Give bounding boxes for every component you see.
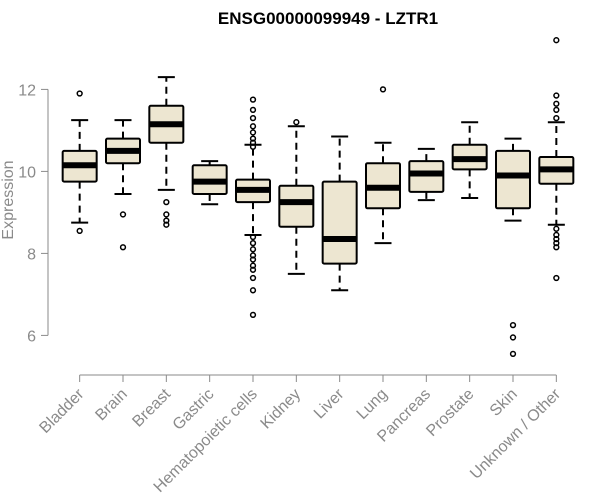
outlier-point: [249, 274, 257, 282]
iqr-box: [278, 184, 315, 228]
outlier-point: [249, 106, 257, 114]
outlier-point: [76, 90, 83, 97]
outlier-point: [553, 274, 560, 282]
box-prostate: [451, 121, 488, 200]
box-breast: [148, 76, 185, 228]
box-skin: [495, 137, 531, 358]
x-tick-label: Skin: [487, 386, 521, 420]
outlier-point: [553, 244, 560, 251]
boxes-group: [61, 37, 575, 358]
box-pancreas: [408, 147, 445, 202]
x-tick-label: Liver: [311, 385, 348, 422]
outlier-point: [119, 211, 127, 218]
box-hematopoietic-cells: [235, 96, 271, 319]
x-tick-label: Bladder: [36, 385, 87, 436]
outlier-point: [249, 287, 257, 294]
outlier-point: [249, 266, 257, 273]
outlier-point: [249, 114, 257, 122]
outlier-point: [249, 233, 257, 241]
y-tick-label: 10: [18, 164, 36, 181]
y-tick-label: 12: [18, 82, 36, 99]
y-tick-label: 8: [27, 246, 36, 263]
iqr-box: [321, 180, 358, 265]
x-tick-label: Breast: [129, 385, 174, 430]
x-tick-label: Kidney: [258, 386, 305, 433]
box-liver: [321, 135, 358, 292]
x-tick-label: Prostate: [423, 386, 477, 440]
outlier-point: [249, 96, 257, 103]
outlier-point: [553, 225, 560, 232]
chart-title: ENSG00000099949 - LZTR1: [218, 9, 438, 28]
outlier-point: [553, 100, 560, 107]
iqr-box: [495, 149, 531, 210]
box-gastric: [191, 160, 228, 206]
outlier-point: [553, 37, 560, 44]
outlier-point: [379, 86, 387, 93]
y-axis-label: Expression: [0, 160, 17, 239]
outlier-point: [509, 334, 517, 341]
outlier-point: [163, 199, 170, 206]
outlier-point: [119, 244, 127, 251]
outlier-point: [163, 211, 170, 218]
y-axis: 6 8 10 12: [18, 82, 49, 345]
outlier-point: [249, 246, 257, 253]
outlier-point: [249, 123, 257, 130]
box-lung: [365, 86, 401, 245]
outlier-point: [249, 256, 257, 263]
outlier-point: [293, 119, 300, 126]
y-tick-label: 6: [27, 328, 36, 345]
outlier-point: [509, 322, 517, 329]
x-tick-label: Brain: [92, 386, 130, 424]
outlier-point: [249, 240, 257, 247]
outlier-point: [76, 227, 83, 235]
box-bladder: [61, 90, 98, 235]
outlier-point: [553, 106, 560, 114]
box-unknown-other: [538, 37, 575, 282]
outlier-point: [553, 114, 560, 122]
outlier-point: [553, 92, 560, 99]
outlier-point: [249, 129, 257, 136]
x-tick-label: Lung: [354, 386, 391, 423]
box-kidney: [278, 119, 315, 275]
iqr-box: [408, 160, 445, 193]
outlier-point: [163, 221, 170, 228]
outlier-point: [249, 311, 257, 319]
box-brain: [105, 119, 141, 251]
outlier-point: [249, 143, 257, 150]
outlier-point: [509, 350, 517, 358]
